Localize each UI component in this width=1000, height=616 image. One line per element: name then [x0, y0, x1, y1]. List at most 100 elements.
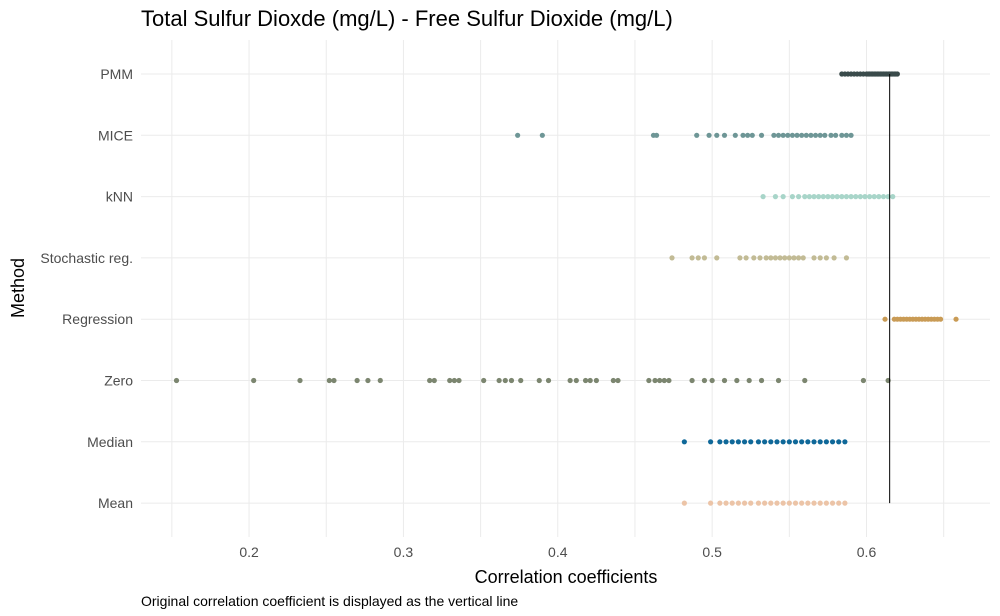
data-point	[768, 439, 774, 445]
data-point	[890, 194, 896, 200]
data-point	[745, 132, 751, 138]
data-point	[496, 377, 502, 384]
data-point	[789, 132, 796, 138]
data-point	[817, 439, 823, 445]
x-tick-label: 0.2	[239, 544, 259, 560]
data-point	[646, 377, 652, 384]
x-tick-label: 0.3	[394, 544, 414, 560]
data-point	[365, 377, 371, 384]
data-point	[843, 194, 850, 200]
data-point	[748, 439, 754, 445]
data-point	[701, 255, 708, 261]
data-point	[427, 377, 433, 384]
data-point	[377, 377, 383, 384]
data-point	[456, 377, 462, 384]
data-point	[829, 439, 836, 445]
data-point	[573, 377, 579, 384]
y-tick-labels: PMM MICE kNN Stochastic reg. Regression Zero M…	[40, 66, 133, 511]
data-point	[836, 500, 842, 506]
data-point	[795, 255, 802, 261]
data-point	[786, 255, 792, 261]
data-point	[751, 255, 757, 261]
data-point	[786, 439, 792, 445]
data-point	[539, 132, 545, 138]
data-point	[808, 132, 814, 138]
data-point	[816, 194, 822, 200]
data-point	[755, 439, 762, 445]
data-point	[839, 194, 845, 200]
chart-title: Total Sulfur Dioxde (mg/L) - Free Sulfur…	[141, 6, 673, 31]
data-point	[811, 194, 817, 200]
data-point	[825, 194, 831, 200]
data-point	[567, 377, 573, 384]
data-point	[772, 255, 779, 261]
data-point	[729, 439, 735, 445]
data-point	[681, 500, 687, 506]
y-axis-title: Method	[8, 258, 28, 318]
data-point	[794, 132, 800, 138]
data-point	[515, 132, 521, 138]
data-point	[829, 500, 836, 506]
data-point	[792, 439, 799, 445]
data-point	[749, 132, 755, 138]
data-point	[823, 255, 829, 261]
data-point	[518, 377, 524, 384]
data-point	[354, 377, 360, 384]
data-point	[735, 439, 741, 445]
data-point	[481, 377, 487, 384]
data-point	[805, 439, 811, 445]
data-point	[775, 132, 782, 138]
data-point	[817, 132, 823, 138]
data-point	[771, 132, 777, 138]
data-point	[721, 132, 728, 138]
data-point	[741, 439, 748, 445]
data-point	[789, 194, 796, 200]
data-point	[695, 255, 701, 261]
y-tick-label: MICE	[98, 127, 133, 143]
data-point	[786, 500, 792, 506]
data-point	[806, 194, 812, 200]
data-point	[508, 377, 515, 384]
data-point	[723, 500, 729, 506]
data-point	[799, 132, 805, 138]
data-point	[729, 500, 735, 506]
x-tick-labels: 0.2 0.3 0.4 0.5 0.6	[239, 544, 876, 560]
y-tick-label: kNN	[106, 189, 133, 205]
data-point	[802, 194, 808, 200]
data-point	[857, 194, 863, 200]
data-point	[701, 377, 708, 384]
data-point	[833, 132, 839, 138]
data-points	[173, 71, 959, 506]
data-point	[822, 132, 828, 138]
data-point	[741, 500, 748, 506]
data-point	[582, 377, 589, 384]
data-point	[657, 377, 663, 384]
data-point	[792, 500, 799, 506]
data-point	[447, 377, 453, 384]
x-tick-label: 0.5	[702, 544, 722, 560]
data-point	[777, 255, 783, 261]
data-point	[817, 255, 823, 261]
data-point	[805, 500, 811, 506]
data-point	[545, 377, 552, 384]
data-point	[812, 132, 819, 138]
data-point	[746, 377, 752, 384]
data-point	[774, 500, 780, 506]
data-point	[829, 194, 836, 200]
data-point	[758, 377, 765, 384]
data-point	[723, 439, 729, 445]
data-point	[860, 377, 867, 384]
y-tick-label: PMM	[100, 66, 133, 82]
data-point	[853, 194, 859, 200]
data-point	[669, 255, 675, 261]
data-point	[780, 132, 786, 138]
y-tick-label: Regression	[62, 311, 133, 327]
data-point	[795, 194, 802, 200]
data-point	[799, 500, 805, 506]
data-point	[811, 255, 817, 261]
data-point	[803, 132, 809, 138]
data-point	[842, 500, 848, 506]
data-point	[706, 132, 712, 138]
data-point	[791, 255, 797, 261]
data-point	[251, 377, 257, 384]
